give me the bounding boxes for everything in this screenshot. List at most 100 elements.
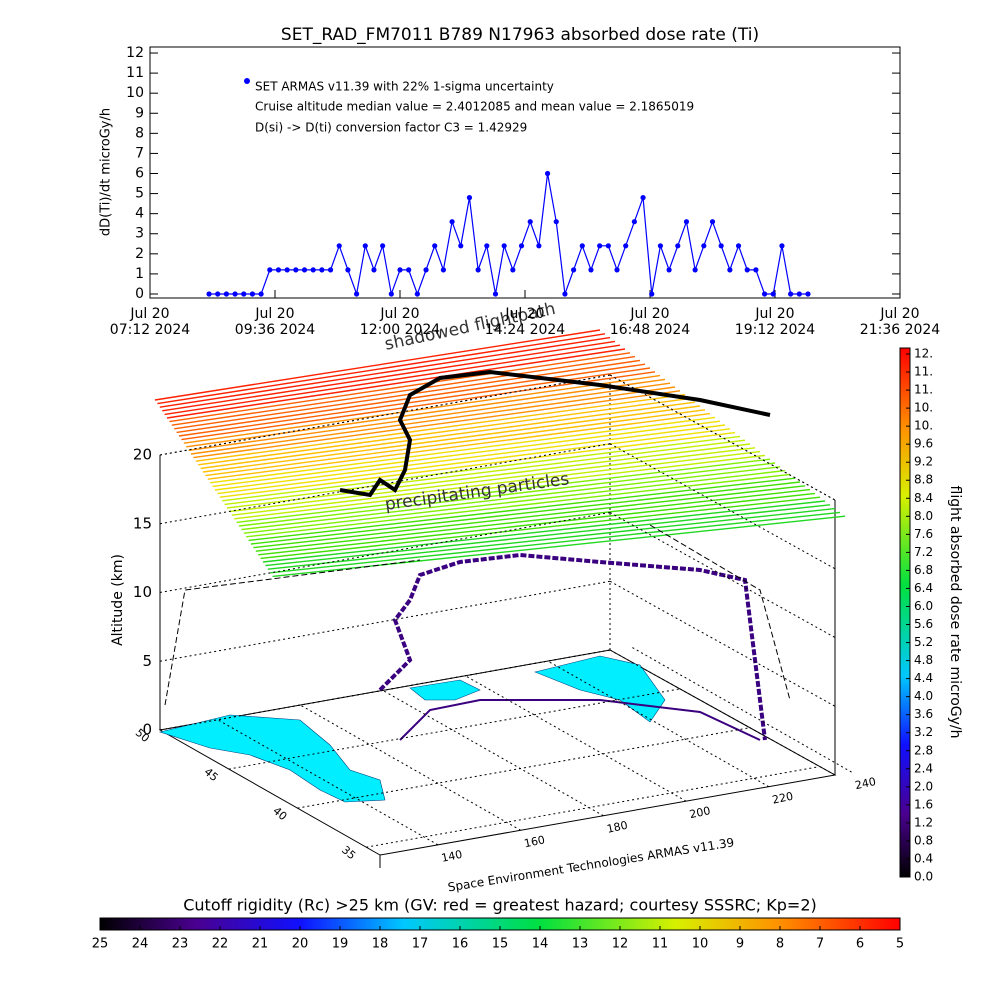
colorbar-tick-label: 3.2: [914, 725, 933, 739]
colorbar-tick-label: 3.6: [914, 707, 933, 721]
z-tick-label: 20: [133, 446, 152, 464]
data-point: [223, 291, 229, 297]
data-point: [675, 243, 681, 249]
annotation: precipitating particles: [384, 469, 571, 515]
colorbar-tick-label: 15: [492, 937, 509, 952]
layer-line: [200, 401, 696, 470]
grid-line: [609, 374, 836, 501]
colorbar-tick-label: 14: [532, 937, 549, 952]
x-tick-label: 240: [854, 775, 877, 792]
layer-line: [267, 507, 836, 570]
data-point: [640, 195, 646, 201]
grid-line: [366, 766, 817, 848]
data-point: [449, 219, 455, 225]
data-point: [649, 291, 655, 297]
data-point: [536, 243, 542, 249]
layer-line: [159, 336, 611, 408]
data-point: [414, 291, 420, 297]
data-point: [215, 291, 221, 297]
layer-line: [260, 496, 821, 560]
x-tick-label: 220: [771, 790, 794, 807]
y-tick-label: 45: [202, 765, 221, 784]
data-point: [327, 267, 334, 273]
layer-line: [202, 405, 701, 473]
layer-line: [214, 424, 726, 491]
grid-line: [159, 512, 611, 593]
y-tick-label: 8: [135, 125, 144, 141]
y-tick-label: 4: [135, 206, 144, 222]
data-point: [241, 291, 247, 297]
x-tick-label: Jul 20 21:36 2024: [859, 306, 941, 338]
data-point: [345, 267, 351, 273]
grid-line: [159, 443, 611, 525]
data-point: [579, 243, 585, 249]
colorbar-tick-label: 7.2: [914, 545, 933, 559]
colorbar-tick-label: 11.: [914, 383, 933, 397]
z-tick-label: 15: [133, 514, 152, 532]
y-tick-label: 7: [135, 145, 144, 161]
colorbar-tick-label: 8.0: [914, 509, 933, 523]
x-tick-label: Jul 20 16:48 2024: [609, 306, 691, 338]
layer-line: [183, 374, 661, 444]
colorbar-tick-label: 19: [332, 937, 349, 952]
layer-line: [188, 382, 671, 452]
y-tick-label: 6: [135, 166, 144, 182]
x-tick-label: Jul 20 12:00 2024: [359, 306, 441, 338]
y-tick-label: 2: [135, 246, 144, 262]
grid-line: [609, 374, 836, 501]
colorbar-tick-label: 5: [896, 937, 904, 952]
layer-line: [248, 477, 796, 542]
y-tick-label: 0: [135, 286, 144, 302]
data-point: [779, 243, 785, 249]
colorbar-tick-label: 24: [132, 937, 149, 952]
data-point: [605, 243, 611, 249]
annotation: Cruise altitude median value = 2.4012085…: [255, 100, 694, 114]
data-point: [518, 243, 525, 249]
data-point: [284, 267, 290, 273]
colorbar-tick-label: 9.2: [914, 455, 933, 469]
colorbar-tick-label: 10.: [914, 419, 933, 433]
z-tick-label: 10: [133, 583, 152, 601]
data-point: [770, 291, 776, 297]
data-point: [310, 267, 316, 273]
legend-marker: [244, 78, 250, 84]
data-point: [692, 267, 698, 273]
layer-line: [226, 443, 751, 509]
grid-line: [159, 580, 611, 662]
data-point: [388, 291, 394, 297]
colorbar-tick-label: 12.: [914, 347, 933, 361]
z-tick-label: 0: [142, 721, 152, 739]
grid-line: [217, 719, 439, 846]
colorbar-tick-label: 10: [692, 937, 709, 952]
colorbar-tick-label: 25: [92, 937, 109, 952]
layer-line: [157, 333, 606, 405]
data-point: [510, 267, 516, 273]
colorbar-tick-label: 1.2: [914, 815, 933, 829]
data-point: [753, 267, 759, 273]
layer-line: [174, 359, 641, 430]
colorbar-tick-label: 23: [172, 937, 189, 952]
data-point: [293, 267, 299, 273]
data-point: [466, 195, 473, 201]
y-tick-label: 11: [126, 65, 144, 81]
layer-line: [190, 386, 676, 455]
colorbar-tick-label: 2.4: [914, 761, 933, 775]
data-point: [666, 267, 672, 273]
data-point: [336, 243, 342, 249]
data-point: [709, 219, 716, 225]
colorbar-tick-label: 6.4: [914, 581, 933, 595]
data-point: [362, 243, 368, 249]
x-tick-label: 200: [688, 804, 711, 821]
data-point: [718, 243, 724, 249]
data-point: [267, 267, 273, 273]
colorbar-tick-label: 9.6: [914, 437, 933, 451]
data-point: [258, 291, 264, 297]
data-point: [527, 219, 533, 225]
colorbar-label: flight absorbed dose rate microGy/h: [947, 486, 963, 739]
layer-line: [195, 393, 686, 462]
legend-label: SET ARMAS v11.39 with 22% 1-sigma uncert…: [255, 80, 554, 94]
data-point: [788, 291, 794, 297]
colorbar-tick-label: 17: [412, 937, 429, 952]
colorbar-tick-label: 22: [212, 937, 229, 952]
